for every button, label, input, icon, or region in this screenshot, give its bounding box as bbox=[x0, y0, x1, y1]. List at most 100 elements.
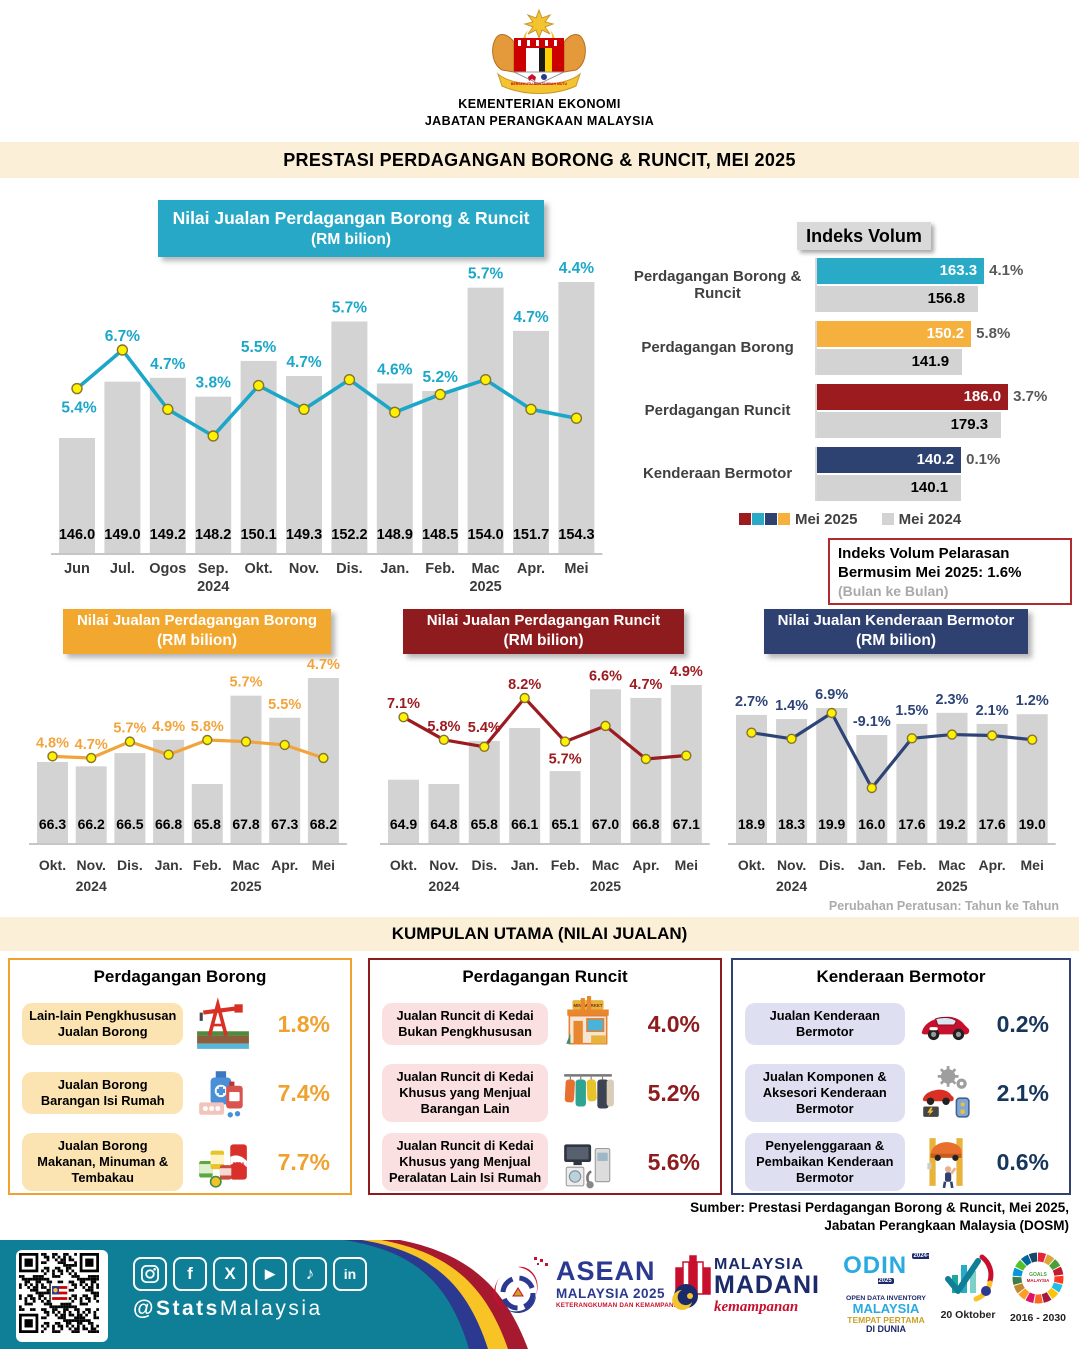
legend-swatch bbox=[738, 513, 751, 525]
line-marker bbox=[946, 729, 958, 740]
month-label: Jan. bbox=[380, 561, 409, 577]
indeks-volum-row: Kenderaan Bermotor 140.2 0.1% 140.1 bbox=[620, 447, 1075, 501]
qr-code bbox=[16, 1250, 108, 1342]
bar-Dis. bbox=[331, 321, 368, 553]
kumpulan-item-label: Penyelenggaraan & Pembaikan Kenderaan Be… bbox=[745, 1133, 905, 1191]
bar-value-label: 64.9 bbox=[390, 816, 417, 832]
legend-item: Mei 2025 bbox=[738, 511, 858, 528]
bar-Jul. bbox=[104, 381, 141, 553]
odin-line4: TEMPAT PERTAMA bbox=[847, 1314, 925, 1325]
line-marker bbox=[746, 727, 757, 738]
line-marker bbox=[906, 733, 918, 744]
indeks-volum-row-label: Perdagangan Borong bbox=[641, 339, 794, 357]
asean-line2: MALAYSIA 2025 bbox=[556, 1286, 666, 1301]
bar-Apr. bbox=[630, 697, 662, 843]
line-marker bbox=[866, 782, 878, 794]
change-pct: 3.7% bbox=[1013, 388, 1048, 405]
indeks-volum-row: Perdagangan Borong 150.2 5.8% 141.9 bbox=[620, 321, 1075, 375]
runcit-chart-subtitle: (RM bilion) bbox=[503, 632, 584, 650]
asean-line1: ASEAN bbox=[556, 1256, 656, 1286]
kumpulan-items: Jualan Runcit di Kedai Bukan Pengkhususa… bbox=[370, 992, 720, 1194]
bar-value-label: 150.1 bbox=[240, 527, 276, 543]
line-marker bbox=[559, 736, 571, 747]
pct-label: 4.9% bbox=[670, 664, 703, 680]
bar-Mac bbox=[590, 689, 621, 843]
line-marker bbox=[570, 412, 583, 424]
bar-mei-2025: 186.0 3.7% bbox=[817, 384, 1047, 410]
month-label: Feb. bbox=[898, 857, 927, 873]
household-goods-icon bbox=[195, 1065, 251, 1121]
pct-label: 2.1% bbox=[976, 703, 1009, 719]
legend-swatch bbox=[751, 513, 764, 525]
bar-value-label: 65.8 bbox=[471, 816, 498, 832]
sdg-caption: 2016 - 2030 bbox=[1009, 1312, 1067, 1324]
line-marker bbox=[986, 730, 998, 741]
pct-label: 4.7% bbox=[75, 737, 108, 753]
legend-swatch bbox=[777, 513, 790, 525]
month-label: Dis. bbox=[819, 857, 845, 873]
month-label: Mei bbox=[675, 857, 698, 873]
statistics-day-tick-icon bbox=[945, 1254, 994, 1302]
svg-text:MALAYSIA: MALAYSIA bbox=[1027, 1278, 1050, 1283]
indeks-volum-row-label: Perdagangan Runcit bbox=[644, 402, 791, 420]
line-marker bbox=[826, 707, 837, 719]
month-label: Okt. bbox=[39, 857, 66, 873]
bar-Apr. bbox=[513, 330, 549, 553]
seasonal-note-line3: (Bulan ke Bulan) bbox=[838, 582, 949, 599]
department-name: JABATAN PERANGKAAN MALAYSIA bbox=[424, 114, 655, 128]
value-mei-2025: 186.0 bbox=[963, 388, 1002, 405]
kenderaan-bar-line-chart: 18.9 Okt. 18.3 Nov. 2024 19.9 Dis. 16.0 Jan. 17.6… bbox=[728, 687, 1056, 894]
pct-label: 5.4% bbox=[468, 720, 501, 736]
page-title: PRESTASI PERDAGANGAN BORONG & RUNCIT, ME… bbox=[0, 142, 1079, 178]
bar-value-label: 146.0 bbox=[59, 527, 95, 543]
pct-label: 1.5% bbox=[895, 703, 928, 719]
line-marker bbox=[343, 373, 356, 386]
svg-text:BERSEKUTU BERTAMBAH MUTU: BERSEKUTU BERTAMBAH MUTU bbox=[511, 82, 568, 86]
value-mei-2024: 179.3 bbox=[950, 416, 989, 433]
pct-label: 1.2% bbox=[1016, 693, 1049, 709]
legend-swatch bbox=[764, 513, 777, 525]
bar-value-label: 148.5 bbox=[422, 527, 458, 543]
car-parts-icon bbox=[917, 1065, 973, 1121]
bar-Mac bbox=[230, 695, 262, 843]
kumpulan-item-value: 0.6% bbox=[996, 1148, 1049, 1175]
kumpulan-item-value: 2.1% bbox=[996, 1079, 1049, 1106]
bar-Nov. bbox=[75, 766, 107, 843]
main-chart-subtitle: (RM bilion) bbox=[310, 230, 392, 248]
pct-label: 4.9% bbox=[152, 719, 185, 735]
line-marker bbox=[298, 403, 310, 416]
bar-mei-2025: 163.3 4.1% bbox=[817, 258, 1023, 284]
kumpulan-item: Penyelenggaraan & Pembaikan Kenderaan Be… bbox=[745, 1130, 1059, 1194]
bar-value-label: 149.2 bbox=[150, 527, 186, 543]
month-label: Dis. bbox=[336, 561, 363, 577]
odin-line2: OPEN DATA INVENTORY bbox=[846, 1294, 926, 1302]
line-marker bbox=[525, 403, 537, 416]
legend-label: Mei 2025 bbox=[794, 511, 858, 528]
kumpulan-item-value: 5.6% bbox=[647, 1148, 700, 1175]
month-label: Jun bbox=[64, 561, 90, 577]
bar-Dis. bbox=[114, 753, 146, 843]
bar-Feb. bbox=[422, 391, 459, 553]
appliances-icon bbox=[560, 1134, 616, 1190]
pct-label: 4.7% bbox=[513, 309, 549, 326]
bar-mei-2024: 179.3 bbox=[817, 412, 1002, 438]
month-label: Feb. bbox=[193, 857, 222, 873]
kumpulan-box-kenderaan: Kenderaan Bermotor Jualan Kenderaan Berm… bbox=[731, 958, 1071, 1195]
line-marker bbox=[318, 752, 329, 764]
yoy-footnote: Perubahan Peratusan: Tahun ke Tahun bbox=[828, 899, 1059, 913]
month-label: Apr. bbox=[632, 857, 659, 873]
pct-label: 4.7% bbox=[307, 657, 340, 673]
pct-label: 4.6% bbox=[377, 361, 413, 378]
pct-label: 2.3% bbox=[935, 692, 968, 708]
pct-label: 5.5% bbox=[268, 697, 301, 713]
bar-value-label: 17.6 bbox=[898, 816, 925, 832]
pct-label: 5.5% bbox=[241, 339, 277, 356]
svg-text:GOALS: GOALS bbox=[1029, 1272, 1047, 1278]
month-label: Mac bbox=[592, 857, 619, 873]
month-label: Apr. bbox=[978, 857, 1005, 873]
seasonal-note-line1: Indeks Volum Pelarasan bbox=[838, 545, 1010, 562]
source-note: Sumber: Prestasi Perdagangan Borong & Ru… bbox=[539, 1199, 1069, 1235]
odin-logo: ODIN 2024-2025 OPEN DATA INVENTORY MALAY… bbox=[836, 1253, 936, 1334]
kumpulan-box-runcit: Perdagangan Runcit Jualan Runcit di Keda… bbox=[368, 958, 722, 1195]
bar-value-label: 149.3 bbox=[286, 527, 322, 543]
